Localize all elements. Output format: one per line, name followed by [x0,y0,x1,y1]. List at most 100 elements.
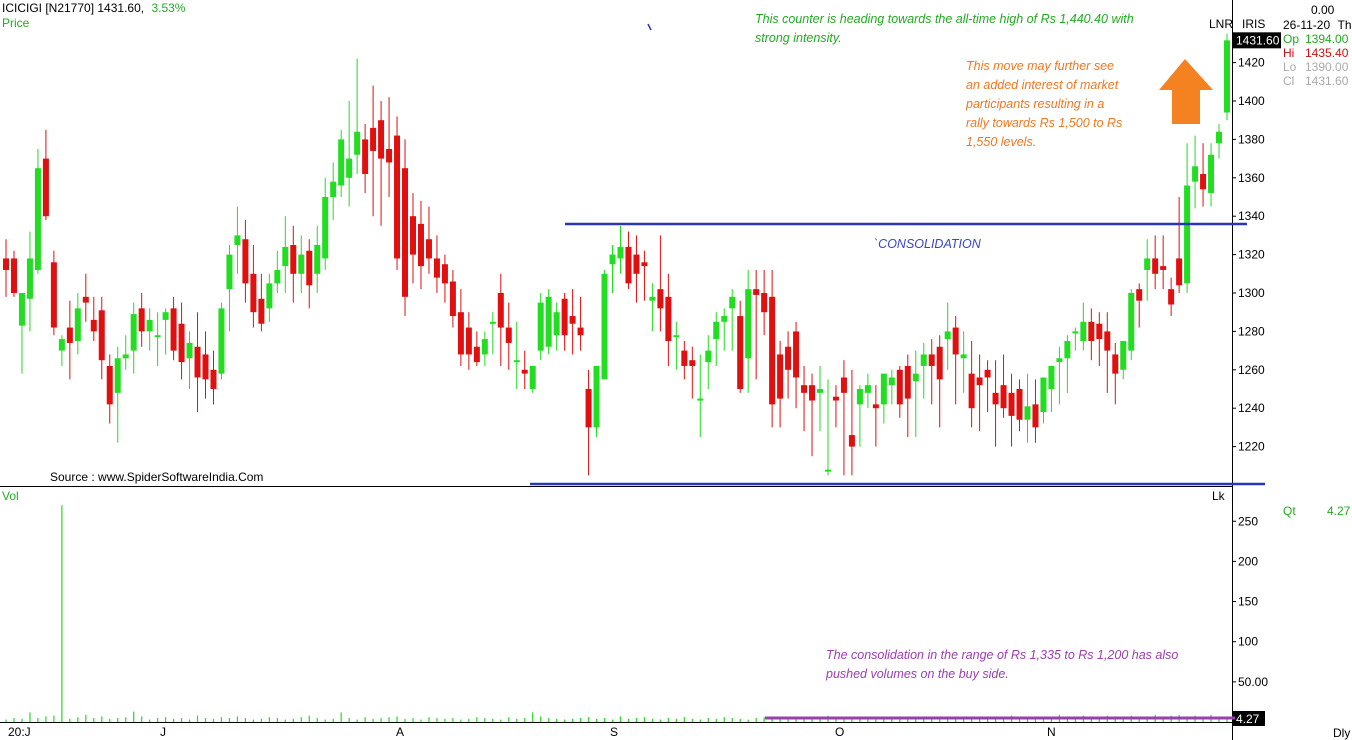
pen-mark [647,23,652,31]
candle-body [633,254,640,274]
last-price-label: 1431.60 [1236,33,1280,47]
price-tick-label: 1400 [1238,94,1265,108]
candle-body [226,254,233,290]
ohlc-close-row: Cl 1431.60 [1283,74,1348,88]
candle-body [242,239,249,284]
candle-body [346,158,353,178]
candle-body [138,308,145,332]
candle-body [1128,293,1135,351]
candle-body [529,365,536,389]
price-label: Price [2,16,30,30]
candle-body [210,369,217,389]
candle-body [3,258,9,270]
rally-note-line: rally towards Rs 1,500 to Rs [966,116,1123,130]
candle-body [42,158,49,217]
price-panel [3,33,1230,476]
candle-body [465,327,472,355]
candle-body [154,335,161,338]
candle-body [848,435,855,447]
candle-body [1176,258,1183,286]
change-percent: 3.53% [151,1,186,15]
candle-body [370,127,377,151]
month-label: A [396,725,404,739]
candle-body [785,346,792,370]
candle-body [98,310,105,361]
price-tick-label: 1220 [1238,440,1265,454]
high-label: Hi [1283,46,1295,60]
candle-body [1160,266,1167,270]
candle-body [417,223,424,267]
candle-body [1216,131,1223,144]
candle-body [1024,406,1031,420]
candle-body [1152,258,1159,274]
ohlc-date: 26-11-20 [1283,18,1331,32]
candle-body [856,389,863,405]
candle-body [665,296,672,341]
price-tick-label: 1380 [1238,132,1265,146]
candle-body [170,308,177,351]
candle-body [952,327,959,355]
candle-body [194,346,201,378]
candle-body [721,316,728,322]
candle-body [649,296,656,301]
candle-body [1040,377,1047,413]
candle-body [1032,404,1039,428]
candle-body [250,273,257,313]
candle-body [1008,392,1015,416]
candle-body [872,404,879,409]
price-tick-label: 1420 [1238,56,1265,70]
candle-body [745,289,752,359]
symbol-title: ICICIGI [N21770] 1431.60, 3.53% [2,1,185,15]
volume-note-line: pushed volumes on the buy side. [826,667,1009,681]
candle-body [18,293,25,326]
candle-body [162,312,169,320]
candle-body [266,283,273,309]
candle-body [330,181,337,197]
candle-body [1072,331,1079,334]
candle-body [713,321,720,340]
rally-note-line: an added interest of market [966,78,1119,92]
qt-row: Qt 4.27 [1283,504,1350,518]
candle-body [394,135,401,259]
candle-body [449,281,456,317]
candle-body [497,293,504,328]
candle-body [322,197,329,259]
open-label: Op [1283,32,1300,46]
candle-body [146,319,153,332]
candle-body [1184,185,1191,284]
candle-body [832,396,839,401]
candle-body [178,323,185,363]
candle-body [585,389,592,428]
price-tick-label: 1280 [1238,324,1265,338]
candle-body [569,316,576,324]
candle-body [984,369,991,378]
candle-body [1104,331,1111,351]
ath-note-line: strong intensity. [755,31,842,45]
low-label: Lo [1283,60,1297,74]
low-value: 1390.00 [1305,60,1349,74]
rally-note: This move may further see an added inter… [966,57,1122,152]
candle-body [130,314,137,351]
axes: 1220 1240 1260 1280 1300 1320 1340 1360 1380 1400… [0,0,1281,740]
candle-body [1016,389,1023,420]
month-label: O [835,725,844,739]
candle-body [1168,289,1175,305]
candle-body [338,139,345,186]
candle-body [1200,173,1207,190]
candle-body [888,377,895,386]
candle-body [928,354,935,366]
candle-body [106,365,113,405]
candle-body [489,321,496,324]
candle-body [218,308,225,374]
ohlc-high-row: Hi 1435.40 [1283,46,1348,60]
candle-body [609,254,616,265]
candle-body [617,246,624,259]
candle-body [904,365,911,399]
candle-body [777,354,784,399]
candle-body [641,262,648,267]
volume-tick-label: 100 [1238,635,1258,649]
volume-tick-label: 250 [1238,514,1258,528]
candle-body [793,331,800,378]
last-volume-tag [1233,711,1265,726]
